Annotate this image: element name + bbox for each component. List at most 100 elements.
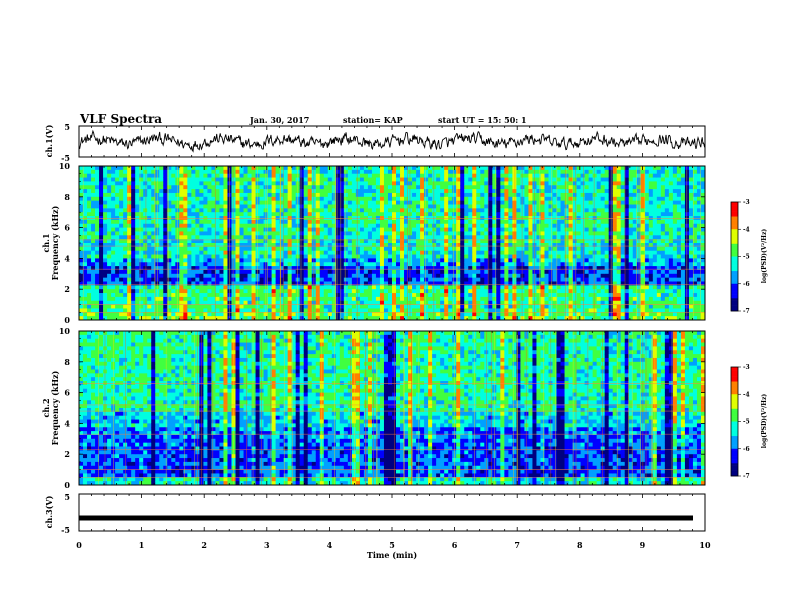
- ch1-spectrogram-cell: [284, 266, 288, 270]
- ch1-spectrogram-cell: [500, 289, 504, 293]
- ch1-spectrogram-cell: [557, 305, 561, 309]
- ch1-spectrogram-cell: [260, 255, 264, 259]
- ch1-spectrogram-cell: [528, 262, 532, 266]
- ch1-spectrogram-cell: [276, 262, 280, 266]
- ch1-spectrogram-cell: [340, 285, 344, 289]
- ch1-spectrogram-cell: [544, 266, 548, 270]
- ch1-spectrogram-cell: [308, 224, 312, 228]
- ch1-spectrogram-cell: [328, 247, 332, 251]
- ch1-spectrogram-cell: [107, 266, 111, 270]
- ch1-spectrogram-cell: [440, 266, 444, 270]
- ch1-spectrogram-cell: [240, 251, 244, 255]
- ch1-spectrogram-cell: [516, 235, 520, 239]
- ch1-spectrogram-cell: [236, 262, 240, 266]
- ch1-spectrogram-cell: [536, 312, 540, 316]
- ch1-spectrogram-cell: [115, 285, 119, 289]
- ch1-spectrogram-cell: [448, 201, 452, 205]
- ch1-spectrogram-cell: [565, 189, 569, 193]
- ch1-spectrogram-cell: [536, 174, 540, 178]
- ch1-spectrogram-cell: [500, 189, 504, 193]
- ch1-spectrogram-cell: [223, 297, 227, 301]
- ch1-spectrogram-cell: [384, 305, 388, 309]
- ch1-spectrogram-cell: [380, 181, 384, 185]
- ch1-spectrogram-cell: [565, 293, 569, 297]
- ch1-spectrogram-cell: [248, 220, 252, 224]
- ch1-spectrogram-cell: [448, 212, 452, 216]
- ch1-spectrogram-cell: [372, 224, 376, 228]
- ch1-spectrogram-cell: [396, 258, 400, 262]
- ch1-spectrogram-cell: [420, 266, 424, 270]
- ch1-spectrogram-cell: [103, 289, 107, 293]
- ch1-spectrogram-cell: [268, 228, 272, 232]
- ch1-spectrogram-cell: [472, 220, 476, 224]
- ch1-spectrogram-cell: [432, 224, 436, 228]
- ch1-spectrogram-cell: [508, 274, 512, 278]
- ch1-spectrogram-cell: [131, 255, 135, 259]
- ch1-spectrogram-cell: [504, 181, 508, 185]
- ch1-spectrogram-cell: [336, 297, 340, 301]
- ch1-spectrogram-cell: [244, 289, 248, 293]
- ch1-spectrogram-cell: [236, 243, 240, 247]
- ch1-spectrogram-cell: [420, 289, 424, 293]
- ch1-spectrogram-cell: [284, 166, 288, 170]
- ch1-spectrogram-cell: [131, 174, 135, 178]
- ch1-spectrogram-cell: [187, 312, 191, 316]
- ch1-spectrogram-cell: [276, 231, 280, 235]
- ch1-spectrogram-cell: [119, 174, 123, 178]
- ch1-spectrogram-cell: [159, 282, 163, 286]
- ch1-spectrogram-cell: [500, 266, 504, 270]
- ch1-spectrogram-cell: [356, 228, 360, 232]
- ch1-spectrogram-cell: [376, 178, 380, 182]
- ch1-spectrogram-cell: [561, 220, 565, 224]
- ch1-spectrogram-cell: [400, 270, 404, 274]
- ch1-spectrogram-cell: [348, 270, 352, 274]
- ch1-spectrogram-cell: [504, 228, 508, 232]
- ch1-spectrogram-cell: [135, 312, 139, 316]
- ch1-spectrogram-cell: [520, 282, 524, 286]
- ch1-spectrogram-cell: [504, 231, 508, 235]
- ch1-spectrogram-cell: [260, 274, 264, 278]
- ch1-spectrogram-cell: [83, 208, 87, 212]
- ch1-spectrogram-cell: [412, 224, 416, 228]
- ch1-spectrogram-cell: [143, 197, 147, 201]
- ch1-spectrogram-cell: [131, 189, 135, 193]
- ch1-spectrogram-cell: [167, 228, 171, 232]
- ch1-spectrogram-cell: [231, 220, 235, 224]
- ch1-spectrogram-cell: [436, 262, 440, 266]
- ch1-spectrogram-cell: [272, 243, 276, 247]
- ch1-spectrogram-cell: [288, 235, 292, 239]
- ch1-spectrogram-cell: [528, 220, 532, 224]
- ch1-spectrogram-cell: [488, 289, 492, 293]
- ch1-spectrogram-cell: [296, 251, 300, 255]
- ch1-spectrogram-cell: [276, 193, 280, 197]
- ch1-spectrogram-cell: [123, 255, 127, 259]
- ch1-spectrogram-cell: [416, 293, 420, 297]
- ch1-spectrogram-cell: [159, 174, 163, 178]
- ch1-spectrogram-cell: [424, 231, 428, 235]
- ch1-spectrogram-cell: [316, 228, 320, 232]
- ch1-spectrogram-cell: [244, 166, 248, 170]
- ch1-spectrogram-cell: [476, 185, 480, 189]
- ch1-spectrogram-cell: [500, 174, 504, 178]
- ch1-spectrogram-cell: [167, 266, 171, 270]
- ch1-spectrogram-cell: [215, 166, 219, 170]
- ch1-spectrogram-cell: [561, 274, 565, 278]
- ch1-spectrogram-cell: [396, 274, 400, 278]
- ch1-spectrogram-cell: [496, 312, 500, 316]
- ch1-spectrogram-cell: [372, 293, 376, 297]
- ch1-spectrogram-cell: [392, 266, 396, 270]
- ch1-spectrogram-cell: [424, 251, 428, 255]
- ch1-spectrogram-cell: [147, 212, 151, 216]
- ch1-spectrogram-cell: [512, 189, 516, 193]
- ch1-spectrogram-cell: [171, 243, 175, 247]
- ch1-spectrogram-cell: [488, 274, 492, 278]
- ch1-spectrogram-cell: [119, 205, 123, 209]
- ch1-spectrogram-cell: [540, 189, 544, 193]
- ch1-spectrogram-cell: [557, 235, 561, 239]
- ch1-spectrogram-cell: [412, 285, 416, 289]
- ch1-spectrogram-cell: [376, 258, 380, 262]
- ch1-spectrogram-cell: [388, 243, 392, 247]
- ch1-spectrogram-cell: [296, 274, 300, 278]
- ch1-spectrogram-cell: [131, 262, 135, 266]
- ch1-spectrogram-cell: [276, 270, 280, 274]
